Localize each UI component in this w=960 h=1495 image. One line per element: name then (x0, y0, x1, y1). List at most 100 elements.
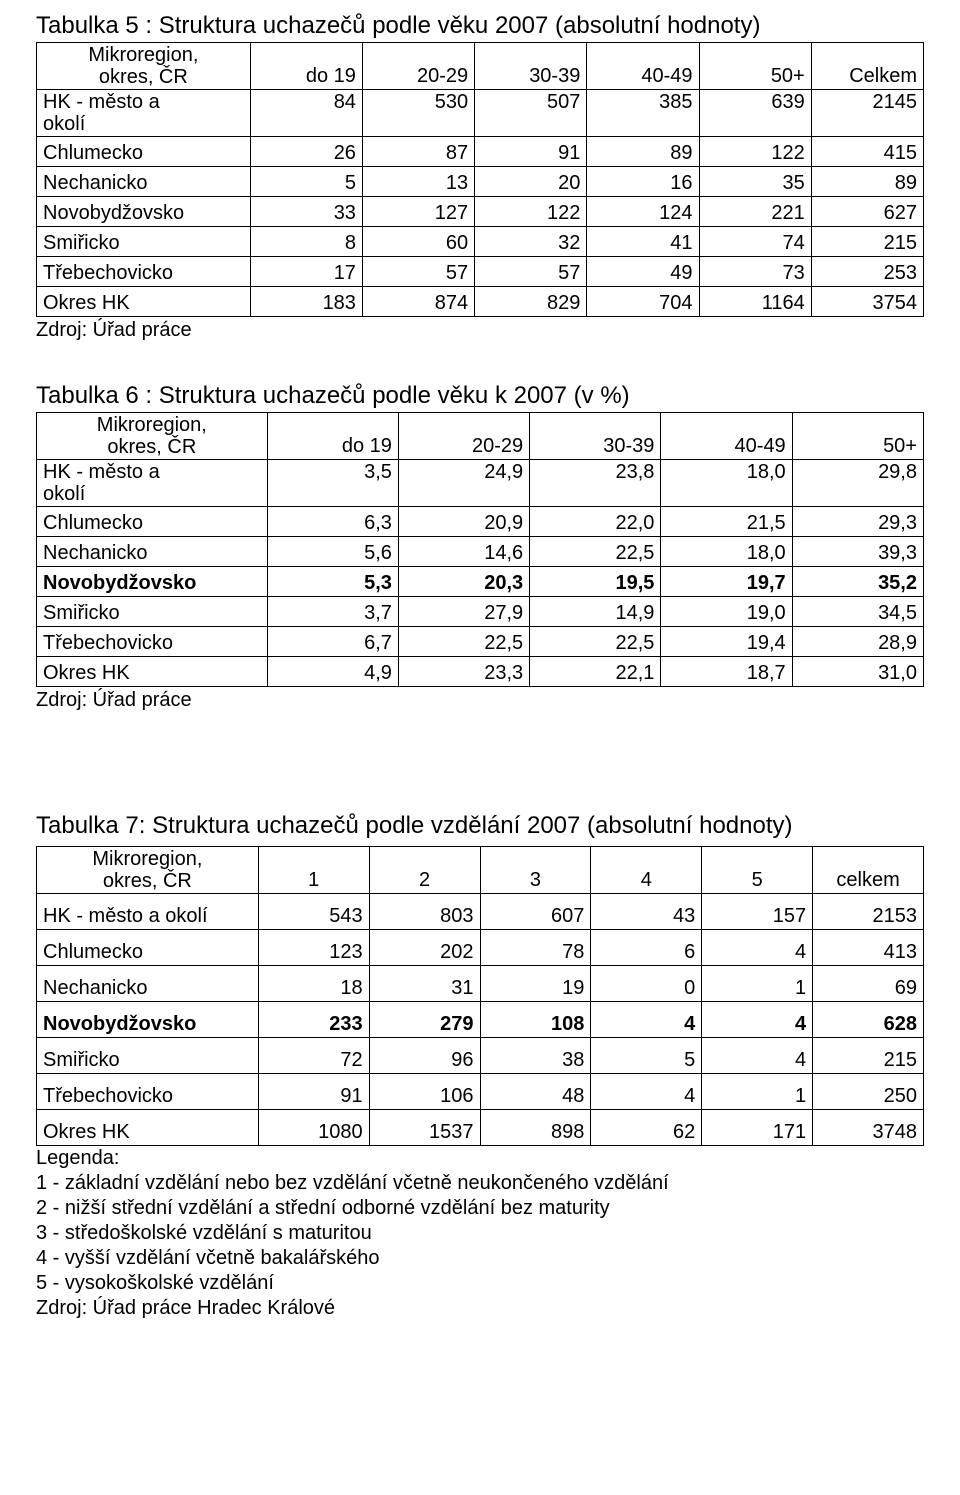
value-cell: 4,9 (267, 657, 398, 687)
value-cell: 26 (250, 137, 362, 167)
value-cell: 57 (362, 257, 474, 287)
header-label-cell: Mikroregion,okres, ČR (37, 413, 268, 460)
value-cell: 33 (250, 197, 362, 227)
value-cell: 233 (258, 1002, 369, 1038)
value-cell: 31 (369, 966, 480, 1002)
value-cell: 413 (813, 930, 924, 966)
value-cell: 607 (480, 894, 591, 930)
value-cell: 171 (702, 1110, 813, 1146)
value-cell: 3,5 (267, 460, 398, 507)
row-label-cell: HK - město aokolí (37, 90, 251, 137)
value-cell: 543 (258, 894, 369, 930)
table-row: Třebechovicko911064841250 (37, 1074, 924, 1110)
value-cell: 122 (475, 197, 587, 227)
value-cell: 19 (480, 966, 591, 1002)
value-cell: 22,1 (530, 657, 661, 687)
value-cell: 127 (362, 197, 474, 227)
value-cell: 38 (480, 1038, 591, 1074)
value-cell: 4 (702, 1002, 813, 1038)
header-col-cell: 50+ (792, 413, 923, 460)
header-col-cell: 3 (480, 847, 591, 894)
table-row: Chlumecko6,320,922,021,529,3 (37, 507, 924, 537)
value-cell: 6,7 (267, 627, 398, 657)
value-cell: 89 (811, 167, 923, 197)
row-label-cell: Chlumecko (37, 507, 268, 537)
value-cell: 124 (587, 197, 699, 227)
header-col-cell: Celkem (811, 43, 923, 90)
value-cell: 19,0 (661, 597, 792, 627)
table-row: Třebechovicko6,722,522,519,428,9 (37, 627, 924, 657)
value-cell: 5,3 (267, 567, 398, 597)
value-cell: 18,7 (661, 657, 792, 687)
value-cell: 122 (699, 137, 811, 167)
row-label-cell: Třebechovicko (37, 1074, 259, 1110)
value-cell: 250 (813, 1074, 924, 1110)
value-cell: 20,3 (398, 567, 529, 597)
value-cell: 29,8 (792, 460, 923, 507)
value-cell: 89 (587, 137, 699, 167)
value-cell: 3,7 (267, 597, 398, 627)
value-cell: 627 (811, 197, 923, 227)
value-cell: 74 (699, 227, 811, 257)
row-label-cell: Smiřicko (37, 597, 268, 627)
value-cell: 22,0 (530, 507, 661, 537)
value-cell: 28,9 (792, 627, 923, 657)
value-cell: 41 (587, 227, 699, 257)
row-label-cell: Okres HK (37, 1110, 259, 1146)
value-cell: 5 (591, 1038, 702, 1074)
value-cell: 19,4 (661, 627, 792, 657)
table-header-row: Mikroregion,okres, ČRdo 1920-2930-3940-4… (37, 43, 924, 90)
value-cell: 415 (811, 137, 923, 167)
value-cell: 8 (250, 227, 362, 257)
row-label-cell: Nechanicko (37, 167, 251, 197)
table6-section: Tabulka 6 : Struktura uchazečů podle věk… (36, 382, 924, 712)
legend-title: Legenda: (36, 1146, 924, 1171)
table-row: Chlumecko26879189122415 (37, 137, 924, 167)
table-row: HK - město aokolí845305073856392145 (37, 90, 924, 137)
value-cell: 3748 (813, 1110, 924, 1146)
value-cell: 106 (369, 1074, 480, 1110)
value-cell: 1 (702, 1074, 813, 1110)
row-label-cell: Novobydžovsko (37, 197, 251, 227)
value-cell: 57 (475, 257, 587, 287)
value-cell: 49 (587, 257, 699, 287)
table5: Mikroregion,okres, ČRdo 1920-2930-3940-4… (36, 42, 924, 317)
row-label-cell: Novobydžovsko (37, 567, 268, 597)
table-row: HK - město aokolí3,524,923,818,029,8 (37, 460, 924, 507)
row-label-cell: Chlumecko (37, 930, 259, 966)
value-cell: 48 (480, 1074, 591, 1110)
header-col-cell: 2 (369, 847, 480, 894)
table-header-row: Mikroregion,okres, ČRdo 1920-2930-3940-4… (37, 413, 924, 460)
table-row: Nechanicko5,614,622,518,039,3 (37, 537, 924, 567)
value-cell: 1080 (258, 1110, 369, 1146)
table-row: Okres HK10801537898621713748 (37, 1110, 924, 1146)
table-row: Nechanicko1831190169 (37, 966, 924, 1002)
table5-title: Tabulka 5 : Struktura uchazečů podle věk… (36, 12, 924, 40)
header-label-cell: Mikroregion,okres, ČR (37, 847, 259, 894)
table5-source: Zdroj: Úřad práce (36, 319, 924, 342)
table7-section: Tabulka 7: Struktura uchazečů podle vzdě… (36, 812, 924, 1321)
value-cell: 1164 (699, 287, 811, 317)
value-cell: 32 (475, 227, 587, 257)
value-cell: 14,9 (530, 597, 661, 627)
header-col-cell: 30-39 (530, 413, 661, 460)
value-cell: 215 (813, 1038, 924, 1074)
value-cell: 0 (591, 966, 702, 1002)
table6-title: Tabulka 6 : Struktura uchazečů podle věk… (36, 382, 924, 410)
header-col-cell: do 19 (267, 413, 398, 460)
value-cell: 20 (475, 167, 587, 197)
value-cell: 18 (258, 966, 369, 1002)
value-cell: 202 (369, 930, 480, 966)
table-header-row: Mikroregion,okres, ČR12345celkem (37, 847, 924, 894)
value-cell: 23,8 (530, 460, 661, 507)
table-row: Novobydžovsko33127122124221627 (37, 197, 924, 227)
table7-source: Zdroj: Úřad práce Hradec Králové (36, 1296, 924, 1321)
legend-line: 4 - vyšší vzdělání včetně bakalářského (36, 1246, 924, 1271)
row-label-cell: HK - město aokolí (37, 460, 268, 507)
value-cell: 23,3 (398, 657, 529, 687)
value-cell: 35,2 (792, 567, 923, 597)
value-cell: 4 (591, 1074, 702, 1110)
row-label-cell: Nechanicko (37, 537, 268, 567)
value-cell: 183 (250, 287, 362, 317)
value-cell: 19,7 (661, 567, 792, 597)
